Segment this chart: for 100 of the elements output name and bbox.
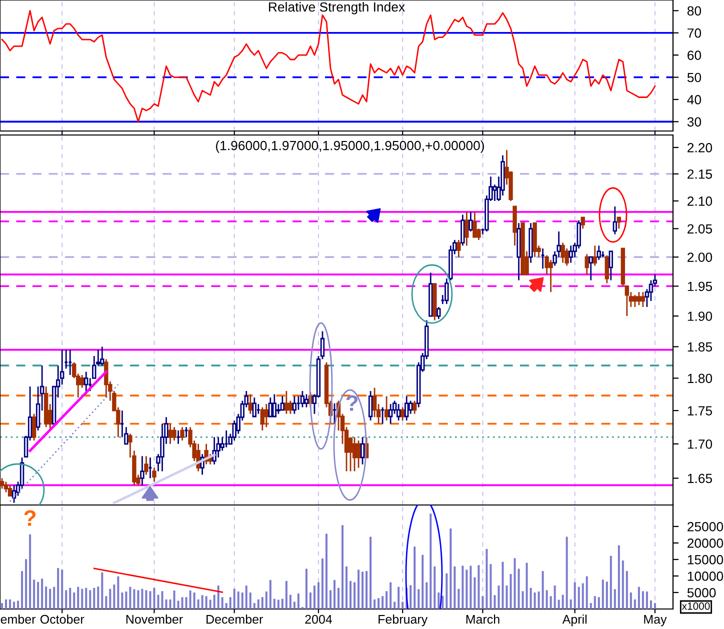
candlestick: [592, 244, 597, 266]
candlestick: [624, 285, 630, 317]
candlestick: [460, 214, 465, 246]
bar: [486, 548, 488, 609]
bar: [77, 586, 80, 609]
candlestick: [264, 403, 268, 428]
candlestick: [580, 216, 585, 230]
bar: [646, 592, 648, 609]
bar: [101, 572, 104, 609]
candlestick: [596, 244, 601, 261]
candlestick: [588, 256, 593, 281]
bar: [606, 582, 608, 609]
x-tick-label: November: [126, 614, 183, 624]
bar: [370, 536, 372, 609]
text: x1000: [682, 602, 710, 610]
candlestick: [4, 481, 8, 493]
bar: [149, 591, 152, 609]
bar: [133, 589, 136, 609]
bar: [65, 590, 68, 609]
y-tick-label: 80: [687, 6, 702, 16]
bar: [454, 566, 456, 609]
bar: [61, 570, 64, 609]
bar: [161, 591, 164, 609]
candlestick: [360, 436, 365, 466]
candlestick: [12, 484, 16, 504]
bar: [642, 591, 644, 609]
bar: [117, 576, 120, 609]
y-tick-label: 2.20: [688, 143, 712, 152]
bar: [157, 594, 160, 609]
bar: [494, 595, 496, 609]
y-tick-label: 2.05: [688, 224, 712, 234]
y-tick-label: 15000: [688, 555, 724, 564]
bar: [285, 580, 288, 609]
bar: [482, 596, 484, 609]
bar: [57, 568, 60, 609]
candlestick: [472, 211, 477, 238]
bar: [249, 592, 252, 609]
y-tick-label: 2.00: [688, 252, 712, 262]
bar: [37, 582, 40, 609]
y-tick-label: 1.70: [688, 439, 712, 449]
bar: [590, 603, 592, 609]
x-tick-label: October: [40, 614, 84, 624]
bar: [366, 571, 368, 609]
candlestick: [0, 478, 4, 490]
y-tick-label: 1.90: [688, 312, 712, 321]
x-tick-label: December: [206, 614, 263, 624]
bar: [374, 599, 376, 609]
candlestick: [616, 216, 622, 230]
bar: [350, 580, 352, 609]
y-tick-label: 2.10: [688, 196, 712, 206]
bar: [245, 586, 248, 609]
candlestick: [400, 406, 405, 422]
candlestick: [436, 306, 441, 320]
bar: [462, 566, 464, 609]
candlestick: [180, 426, 184, 442]
bar: [542, 571, 544, 609]
bar: [9, 599, 12, 609]
bar: [41, 578, 44, 609]
bar: [105, 596, 108, 609]
bar: [289, 594, 292, 609]
bar: [129, 586, 132, 609]
x-tick-label: February: [378, 614, 428, 626]
candlestick: [636, 291, 642, 306]
bar: [458, 588, 460, 609]
bar: [233, 588, 236, 609]
candlestick: [568, 244, 573, 264]
bar: [398, 586, 400, 609]
bar: [293, 602, 296, 609]
candlestick: [276, 403, 281, 415]
bar: [281, 598, 284, 609]
bar: [153, 588, 156, 609]
y-tick-label: 70: [688, 28, 702, 38]
bar: [317, 582, 320, 609]
bar: [189, 590, 192, 609]
bar: [378, 598, 380, 609]
candlestick: [252, 396, 256, 418]
candlestick: [408, 400, 413, 415]
candlestick: [384, 396, 389, 422]
candlestick: [172, 426, 176, 442]
y-tick-label: 5000: [687, 588, 716, 598]
y-tick-label: 20000: [688, 538, 724, 548]
bar: [638, 586, 640, 609]
bar: [534, 592, 536, 609]
y-tick-label: 2.15: [688, 169, 712, 179]
bar: [125, 592, 128, 609]
candlestick: [168, 423, 172, 445]
candlestick: [268, 396, 272, 418]
bar: [518, 568, 520, 609]
bar: [45, 586, 48, 609]
bar: [450, 528, 452, 609]
candlestick: [404, 396, 409, 422]
bar: [414, 546, 416, 609]
y-tick-label: 30: [687, 117, 702, 127]
bar: [165, 599, 168, 609]
bar: [221, 597, 224, 609]
bar: [217, 586, 220, 609]
candlestick: [396, 403, 401, 422]
bar: [510, 574, 512, 609]
bar: [526, 562, 528, 609]
bar: [277, 600, 280, 609]
